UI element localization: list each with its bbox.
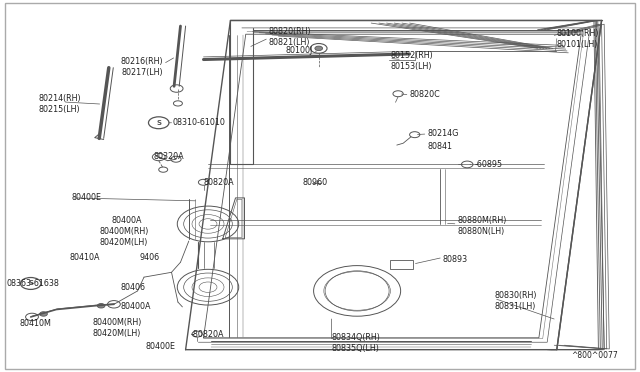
Text: 80100(RH)
80101(LH): 80100(RH) 80101(LH)	[557, 29, 599, 49]
Text: 80830(RH)
80831(LH): 80830(RH) 80831(LH)	[494, 291, 536, 311]
Text: -80820A: -80820A	[191, 330, 224, 339]
Text: 80820(RH)
80821(LH): 80820(RH) 80821(LH)	[269, 27, 312, 47]
Text: 80216(RH)
80217(LH): 80216(RH) 80217(LH)	[120, 57, 163, 77]
Text: 80400E: 80400E	[146, 342, 176, 351]
Circle shape	[97, 304, 105, 308]
Text: 80960: 80960	[302, 178, 327, 187]
Text: 80214(RH)
80215(LH): 80214(RH) 80215(LH)	[38, 94, 81, 114]
Text: S: S	[156, 120, 161, 126]
Text: S: S	[28, 280, 33, 286]
Text: -60895: -60895	[475, 160, 503, 169]
Text: 80100J: 80100J	[285, 46, 312, 55]
Text: 08363-61638: 08363-61638	[6, 279, 60, 288]
Text: 80410A: 80410A	[69, 253, 100, 262]
Text: 80320A: 80320A	[154, 152, 184, 161]
Text: ^800^0077: ^800^0077	[571, 351, 618, 360]
Circle shape	[315, 46, 323, 51]
Text: 9406: 9406	[140, 253, 159, 262]
Text: 80214G: 80214G	[428, 129, 459, 138]
Text: 80820A: 80820A	[204, 178, 234, 187]
Text: 80834Q(RH)
80835Q(LH): 80834Q(RH) 80835Q(LH)	[332, 333, 380, 353]
Text: 80841: 80841	[428, 142, 452, 151]
Text: 80400E: 80400E	[72, 193, 102, 202]
Circle shape	[40, 312, 47, 316]
Text: 80406: 80406	[120, 283, 145, 292]
Text: 80400A: 80400A	[120, 302, 151, 311]
Text: 80893: 80893	[443, 255, 468, 264]
Text: 80400A: 80400A	[112, 216, 143, 225]
Text: 80400M(RH)
80420M(LH): 80400M(RH) 80420M(LH)	[93, 318, 142, 338]
Text: 80880M(RH)
80880N(LH): 80880M(RH) 80880N(LH)	[458, 216, 507, 236]
Text: 80152(RH)
80153(LH): 80152(RH) 80153(LH)	[390, 51, 433, 71]
Text: 80400M(RH)
80420M(LH): 80400M(RH) 80420M(LH)	[99, 227, 148, 247]
Text: 80410M: 80410M	[19, 319, 51, 328]
Text: 80820C: 80820C	[410, 90, 440, 99]
Text: 08310-61010: 08310-61010	[173, 118, 226, 127]
